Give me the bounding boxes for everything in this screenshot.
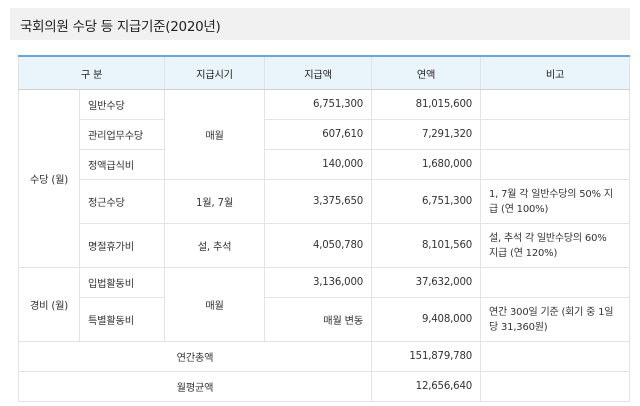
header-annual: 연액: [371, 55, 482, 90]
note-line: 당 31,360원): [489, 321, 548, 333]
row-timing: 1월, 7월: [164, 179, 266, 224]
row-item: 정액급식비: [78, 149, 166, 180]
header-amount: 지급액: [264, 55, 373, 90]
table-row: 관리업무수당 607,610 7,291,320: [19, 119, 631, 150]
row-item: 입법활동비: [78, 267, 166, 298]
header-category: 구 분: [17, 55, 166, 90]
row-annual: 7,291,320: [371, 119, 482, 150]
row-amount: 3,136,000: [264, 267, 373, 298]
row-amount: 6,751,300: [264, 89, 373, 120]
row-item: 정근수당: [78, 179, 166, 224]
table-row: 경비 (월) 입법활동비 매월 3,136,000 37,632,000: [18, 267, 631, 342]
total-value: 151,879,780: [371, 341, 482, 372]
row-timing: 매월: [164, 89, 266, 180]
row-amount: 매월 변동: [264, 297, 373, 342]
row-annual: 8,101,560: [371, 223, 482, 268]
row-annual: 9,408,000: [371, 297, 482, 342]
row-amount: 607,610: [264, 119, 373, 150]
group-allowance: 수당 (월): [18, 89, 80, 268]
row-note: [480, 119, 631, 150]
table-row: 정근수당 1월, 7월 3,375,650 6,751,300 1, 7월 각 …: [19, 179, 631, 224]
row-note: [480, 149, 631, 180]
row-timing: 매월: [164, 267, 266, 342]
row-note: [480, 89, 631, 120]
row-amount: 140,000: [264, 149, 373, 180]
allowance-table: 구 분 지급시기 지급액 연액 비고 수당 (월) 일반수당 매월 6,751,…: [17, 55, 631, 402]
title-bar: 국회의원 수당 등 지급기준(2020년): [10, 8, 630, 40]
note-line: 1, 7월 각 일반수당의 50% 지: [489, 188, 613, 200]
table-row: 월평균액 12,656,640: [17, 371, 631, 402]
note-line: 설, 추석 각 일반수당의 60%: [489, 232, 607, 244]
row-item: 관리업무수당: [78, 119, 166, 150]
group-expense: 경비 (월): [18, 267, 80, 342]
row-note: [480, 267, 631, 298]
row-timing: 설, 추석: [164, 223, 266, 268]
row-item: 특별활동비: [78, 297, 166, 342]
note-line: 연간 300일 기준 (회기 중 1일: [489, 306, 614, 318]
row-annual: 81,015,600: [371, 89, 482, 120]
row-item: 명절휴가비: [78, 223, 166, 268]
total-label: 연간총액: [17, 341, 373, 372]
row-annual: 37,632,000: [371, 267, 482, 298]
table-row: 정액급식비 140,000 1,680,000: [19, 149, 631, 180]
row-note: 설, 추석 각 일반수당의 60% 지급 (연 120%): [480, 223, 631, 268]
total-label: 월평균액: [17, 371, 373, 402]
table-row: 수당 (월) 일반수당 매월 6,751,300 81,015,600: [18, 89, 631, 268]
total-note: [480, 371, 631, 402]
table-row: 연간총액 151,879,780: [17, 341, 631, 372]
header-note: 비고: [480, 55, 631, 90]
row-annual: 6,751,300: [371, 179, 482, 224]
note-line: 지급 (연 120%): [489, 247, 558, 259]
note-line: 급 (연 100%): [489, 203, 549, 215]
page-title: 국회의원 수당 등 지급기준(2020년): [20, 19, 221, 35]
table-row: 특별활동비 매월 변동 9,408,000 연간 300일 기준 (회기 중 1…: [19, 297, 631, 342]
total-note: [480, 341, 631, 372]
total-value: 12,656,640: [371, 371, 482, 402]
row-item: 일반수당: [78, 89, 166, 120]
row-amount: 3,375,650: [264, 179, 373, 224]
table-header-row: 구 분 지급시기 지급액 연액 비고: [17, 55, 631, 90]
header-timing: 지급시기: [164, 55, 266, 90]
table-row: 명절휴가비 설, 추석 4,050,780 8,101,560 설, 추석 각 …: [19, 223, 631, 268]
row-annual: 1,680,000: [371, 149, 482, 180]
row-amount: 4,050,780: [264, 223, 373, 268]
